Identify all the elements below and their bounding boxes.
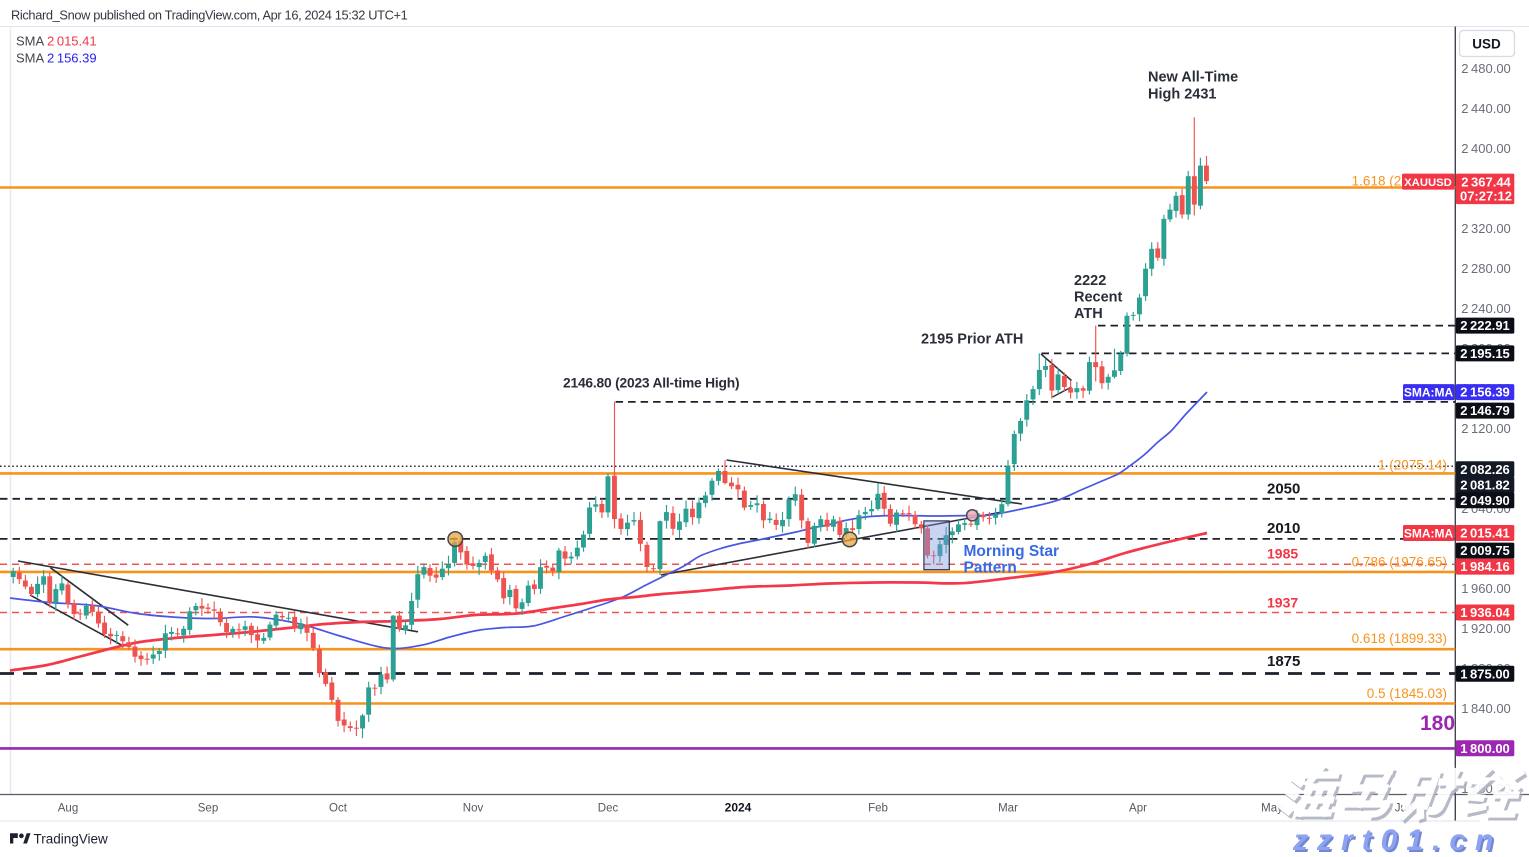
svg-text:TradingView: TradingView [34, 831, 109, 846]
svg-text:2146.80 (2023 All-time High): 2146.80 (2023 All-time High) [563, 375, 739, 390]
svg-text:1875: 1875 [1267, 653, 1300, 670]
svg-text:2 280.00: 2 280.00 [1461, 261, 1511, 276]
svg-text:2050: 2050 [1267, 481, 1300, 498]
svg-text:1 (2075.14): 1 (2075.14) [1378, 458, 1447, 473]
svg-text:2 156.39: 2 156.39 [47, 51, 97, 66]
svg-text:2 009.75: 2 009.75 [1460, 543, 1510, 558]
svg-text:Morning Star: Morning Star [964, 543, 1060, 560]
svg-text:SMA: SMA [16, 51, 45, 66]
svg-text:1 840.00: 1 840.00 [1461, 701, 1511, 716]
svg-text:Richard_Snow published on Trad: Richard_Snow published on TradingView.co… [11, 8, 408, 23]
svg-text:0.5 (1845.03): 0.5 (1845.03) [1367, 686, 1447, 701]
svg-text:1 920.00: 1 920.00 [1461, 621, 1511, 636]
svg-text:1 960.00: 1 960.00 [1461, 581, 1511, 596]
svg-text:Apr: Apr [1129, 803, 1147, 815]
svg-text:1 800.00: 1 800.00 [1460, 741, 1510, 756]
svg-text:High 2431: High 2431 [1148, 87, 1217, 103]
svg-text:2222: 2222 [1074, 273, 1106, 289]
svg-text:SMA: SMA [16, 34, 45, 49]
svg-text:Recent: Recent [1074, 290, 1123, 306]
svg-text:1800: 1800 [1420, 712, 1467, 735]
svg-text:zzrt01.cn: zzrt01.cn [1294, 826, 1504, 857]
svg-text:1 984.16: 1 984.16 [1460, 559, 1510, 574]
svg-text:Feb: Feb [868, 803, 888, 815]
svg-text:2 082.26: 2 082.26 [1460, 462, 1510, 477]
svg-text:Aug: Aug [58, 803, 78, 815]
svg-text:2 156.39: 2 156.39 [1460, 385, 1510, 400]
svg-text:2 015.41: 2 015.41 [47, 34, 97, 49]
svg-text:2 049.90: 2 049.90 [1460, 493, 1510, 508]
svg-text:Sep: Sep [198, 803, 218, 815]
svg-text:2 081.82: 2 081.82 [1460, 477, 1510, 492]
svg-text:2 320.00: 2 320.00 [1461, 221, 1511, 236]
svg-text:2 240.00: 2 240.00 [1461, 301, 1511, 316]
svg-text:New All-Time: New All-Time [1148, 70, 1238, 86]
svg-text:2 195.15: 2 195.15 [1460, 346, 1510, 361]
svg-text:2 120.00: 2 120.00 [1461, 421, 1511, 436]
svg-text:XAUUSD: XAUUSD [1404, 177, 1452, 189]
svg-text:Oct: Oct [329, 803, 348, 815]
svg-text:2 146.79: 2 146.79 [1460, 403, 1510, 418]
svg-text:Dec: Dec [598, 803, 619, 815]
svg-text:2195 Prior ATH: 2195 Prior ATH [921, 332, 1023, 348]
svg-text:2 367.44: 2 367.44 [1461, 174, 1511, 189]
svg-text:2 015.41: 2 015.41 [1460, 526, 1510, 541]
svg-text:2 440.00: 2 440.00 [1461, 101, 1511, 116]
svg-text:2 480.00: 2 480.00 [1461, 61, 1511, 76]
svg-text:Mar: Mar [998, 803, 1018, 815]
svg-text:USD: USD [1472, 37, 1501, 52]
svg-text:1937: 1937 [1267, 595, 1298, 611]
svg-text:07:27:12: 07:27:12 [1460, 189, 1512, 204]
svg-text:2 222.91: 2 222.91 [1460, 318, 1510, 333]
svg-text:zzrt01.cn: zzrt01.cn [1292, 824, 1502, 857]
svg-text:Pattern: Pattern [964, 559, 1017, 576]
svg-text:ATH: ATH [1074, 306, 1103, 322]
svg-text:SMA:MA: SMA:MA [1404, 526, 1454, 540]
svg-text:1 936.04: 1 936.04 [1460, 605, 1510, 620]
svg-text:1 875.00: 1 875.00 [1460, 666, 1510, 681]
svg-text:0.618 (1899.33): 0.618 (1899.33) [1352, 631, 1447, 646]
svg-text:2010: 2010 [1267, 520, 1300, 537]
svg-text:2 400.00: 2 400.00 [1461, 141, 1511, 156]
svg-text:1985: 1985 [1267, 546, 1298, 562]
svg-text:SMA:MA: SMA:MA [1404, 386, 1454, 400]
svg-text:Nov: Nov [463, 803, 484, 815]
svg-text:2024: 2024 [725, 801, 752, 815]
svg-text:0.786 (1976.65): 0.786 (1976.65) [1352, 555, 1447, 570]
